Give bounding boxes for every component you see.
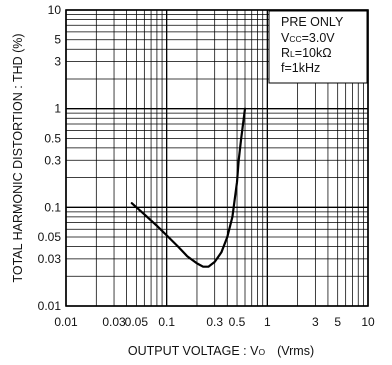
series-layer bbox=[130, 107, 247, 268]
y-tick-label: 0.3 bbox=[44, 153, 61, 167]
legend-vcc: VCC=3.0V bbox=[281, 31, 335, 45]
legend-vcc-value: =3.0V bbox=[302, 31, 336, 45]
y-tick-label: 10 bbox=[48, 3, 62, 17]
x-axis-label-main: OUTPUT VOLTAGE : V bbox=[128, 344, 259, 358]
y-tick-label: 5 bbox=[54, 33, 61, 47]
y-tick-label: 0.03 bbox=[38, 252, 62, 266]
y-tick-label: 3 bbox=[54, 55, 61, 69]
legend: PRE ONLY VCC=3.0V RL=10kΩ f=1kHz bbox=[268, 10, 368, 84]
x-axis-label: OUTPUT VOLTAGE : VO (Vrms) bbox=[128, 344, 314, 358]
legend-rl-main: R bbox=[281, 46, 290, 60]
legend-vcc-sub: CC bbox=[289, 34, 301, 44]
x-tick-label: 0.3 bbox=[206, 315, 223, 329]
thd-curve bbox=[130, 107, 247, 268]
plot-frame bbox=[65, 9, 369, 307]
x-tick-label: 10 bbox=[361, 315, 375, 329]
y-axis-label: TOTAL HARMONIC DISTORTION : THD (%) bbox=[11, 33, 25, 282]
y-tick-label: 0.5 bbox=[44, 131, 61, 145]
legend-box bbox=[268, 10, 368, 84]
y-tick-labels: 10 5 3 1 0.5 0.3 0.1 0.05 0.03 0.01 bbox=[38, 3, 62, 313]
y-tick-label: 0.05 bbox=[38, 230, 62, 244]
x-tick-label: 0.01 bbox=[54, 315, 78, 329]
legend-rl-value: =10kΩ bbox=[295, 46, 332, 60]
y-tick-label: 0.01 bbox=[38, 299, 62, 313]
y-tick-label: 1 bbox=[54, 102, 61, 116]
x-tick-label: 0.5 bbox=[229, 315, 246, 329]
legend-title: PRE ONLY bbox=[281, 15, 344, 29]
legend-vcc-main: V bbox=[281, 31, 290, 45]
legend-rl-sub: L bbox=[290, 49, 295, 59]
y-tick-label: 0.1 bbox=[44, 200, 61, 214]
x-tick-label: 5 bbox=[334, 315, 341, 329]
x-axis-label-unit: (Vrms) bbox=[277, 344, 314, 358]
x-tick-label: 0.03 bbox=[102, 315, 126, 329]
x-tick-labels: 0.01 0.030.05 0.1 0.3 0.5 1 3 5 10 bbox=[54, 315, 375, 329]
legend-rl: RL=10kΩ bbox=[281, 46, 332, 60]
x-tick-label: 0.1 bbox=[158, 315, 175, 329]
x-tick-label: 1 bbox=[264, 315, 271, 329]
x-tick-label: 0.05 bbox=[125, 315, 149, 329]
x-tick-label: 3 bbox=[312, 315, 319, 329]
legend-frequency: f=1kHz bbox=[281, 61, 320, 75]
x-axis-label-sub: O bbox=[258, 347, 265, 357]
